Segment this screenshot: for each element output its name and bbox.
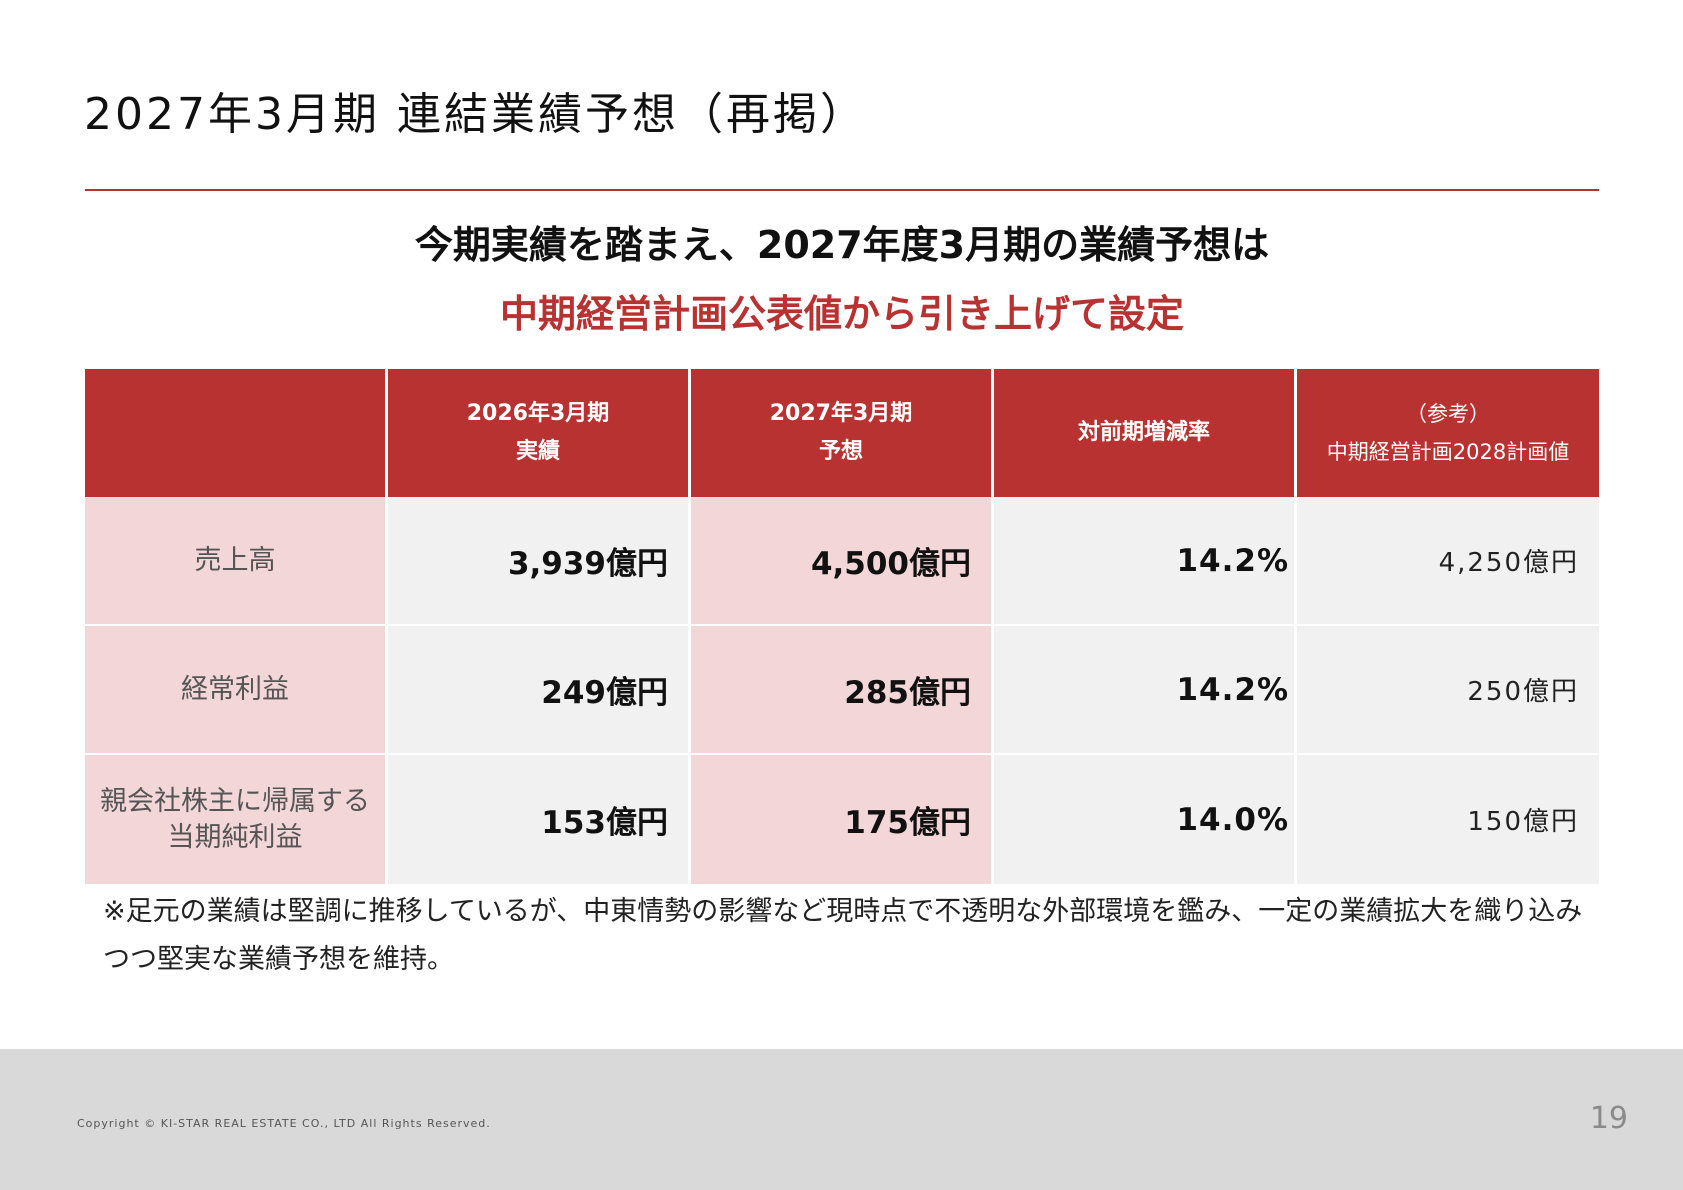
row-label-text: 経常利益 xyxy=(181,673,289,705)
row-label-sales: 売上高 xyxy=(85,497,385,626)
cell-ordinary-profit-forecast: 285億円 xyxy=(691,626,991,755)
cell-net-income-forecast: 175億円 xyxy=(691,755,991,884)
cell-sales-forecast: 4,500億円 xyxy=(691,497,991,626)
header-cell-empty xyxy=(85,369,385,497)
footer-band xyxy=(0,1049,1683,1190)
cell-ordinary-profit-actual: 249億円 xyxy=(388,626,688,755)
headline-line-2: 中期経営計画公表値から引き上げて設定 xyxy=(499,292,1184,336)
row-label-net-income: 親会社株主に帰属する 当期純利益 xyxy=(85,755,385,884)
row-label-text-line1: 親会社株主に帰属する xyxy=(100,785,370,817)
title-divider xyxy=(85,189,1599,191)
header-2026-period: 2026年3月期 xyxy=(466,401,610,426)
cell-ordinary-profit-rate: 14.2% xyxy=(994,626,1294,755)
cell-net-income-rate: 14.0% xyxy=(994,755,1294,884)
header-cell-2027-forecast: 2027年3月期 予想 xyxy=(691,369,991,497)
header-cell-change-rate: 対前期増減率 xyxy=(994,369,1294,497)
cell-net-income-actual: 153億円 xyxy=(388,755,688,884)
cell-sales-actual: 3,939億円 xyxy=(388,497,688,626)
row-label-text-line2: 当期純利益 xyxy=(167,821,303,853)
copyright-text: Copyright © KI-STAR REAL ESTATE CO., LTD… xyxy=(77,1117,491,1130)
header-reference-label: （参考） xyxy=(1406,402,1490,426)
header-reference-plan: 中期経営計画2028計画値 xyxy=(1326,440,1570,464)
header-change-rate: 対前期増減率 xyxy=(1077,420,1210,445)
header-cell-reference-plan: （参考） 中期経営計画2028計画値 xyxy=(1297,369,1599,497)
row-label-text: 売上高 xyxy=(194,544,276,576)
header-2026-type: 実績 xyxy=(515,439,560,464)
page-number: 19 xyxy=(1589,1101,1628,1136)
cell-sales-rate: 14.2% xyxy=(994,497,1294,626)
row-label-ordinary-profit: 経常利益 xyxy=(85,626,385,755)
forecast-table: 2026年3月期 実績 2027年3月期 予想 対前期増減率 （参考） 中期経営… xyxy=(85,369,1599,884)
headline-line-1: 今期実績を踏まえ、2027年度3月期の業績予想は xyxy=(414,223,1270,267)
footnote: ※足元の業績は堅調に推移しているが、中東情勢の影響など現時点で不透明な外部環境を… xyxy=(103,896,1583,975)
header-2027-type: 予想 xyxy=(818,439,863,464)
cell-sales-plan: 4,250億円 xyxy=(1297,497,1599,626)
header-2027-period: 2027年3月期 xyxy=(769,401,913,426)
page-title: 2027年3月期 連結業績予想（再掲） xyxy=(84,89,867,140)
header-cell-2026-actual: 2026年3月期 実績 xyxy=(388,369,688,497)
cell-ordinary-profit-plan: 250億円 xyxy=(1297,626,1599,755)
cell-net-income-plan: 150億円 xyxy=(1297,755,1599,884)
